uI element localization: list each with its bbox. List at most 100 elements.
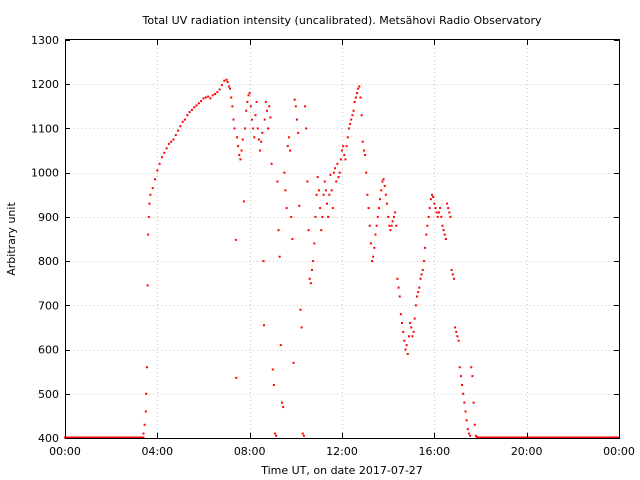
- data-point: [200, 100, 203, 103]
- data-point: [345, 145, 348, 148]
- data-point: [372, 255, 375, 258]
- data-point: [373, 246, 376, 249]
- x-tick-label: 16:00: [418, 445, 450, 458]
- data-point: [302, 434, 305, 437]
- data-point: [467, 432, 470, 435]
- data-point: [386, 202, 389, 205]
- data-point: [374, 233, 377, 236]
- data-point: [287, 136, 290, 139]
- data-point: [223, 79, 226, 82]
- data-point: [172, 138, 175, 141]
- data-point: [337, 176, 340, 179]
- data-point: [420, 273, 423, 276]
- data-point: [331, 207, 334, 210]
- data-point: [278, 255, 281, 258]
- data-point: [449, 215, 452, 218]
- data-point: [357, 87, 360, 90]
- y-tick-label: 1200: [31, 78, 59, 91]
- data-point: [231, 105, 234, 108]
- data-point: [310, 268, 313, 271]
- data-point: [305, 127, 308, 130]
- data-point: [325, 202, 328, 205]
- data-point: [476, 436, 479, 439]
- x-axis-title: Time UT, on date 2017-07-27: [260, 464, 423, 477]
- data-point: [427, 215, 430, 218]
- data-point: [277, 229, 280, 232]
- data-point: [142, 432, 145, 435]
- data-point: [322, 193, 325, 196]
- data-point: [431, 193, 434, 196]
- data-point: [193, 106, 196, 109]
- x-tick-label: 00:00: [603, 445, 635, 458]
- data-point: [309, 282, 312, 285]
- y-tick-label: 1000: [31, 167, 59, 180]
- data-point: [424, 246, 427, 249]
- data-point: [148, 202, 151, 205]
- data-point: [454, 326, 457, 329]
- data-point: [417, 291, 420, 294]
- data-point: [366, 193, 369, 196]
- x-tick-label: 12:00: [326, 445, 358, 458]
- data-point: [344, 158, 347, 161]
- data-point: [204, 96, 207, 99]
- data-point: [214, 92, 217, 95]
- data-point: [395, 224, 398, 227]
- data-point: [462, 392, 465, 395]
- data-point: [145, 392, 148, 395]
- data-point: [260, 140, 263, 143]
- data-point: [147, 233, 150, 236]
- data-point: [275, 434, 278, 437]
- data-point: [268, 105, 271, 108]
- data-point: [377, 207, 380, 210]
- data-point: [300, 326, 303, 329]
- data-point: [252, 127, 255, 130]
- data-point: [451, 273, 454, 276]
- data-point: [413, 317, 416, 320]
- data-point: [359, 96, 362, 99]
- data-point: [338, 171, 341, 174]
- data-point: [332, 171, 335, 174]
- baseline-point: [617, 436, 620, 439]
- data-point: [265, 109, 268, 112]
- data-point: [158, 162, 161, 165]
- data-point: [253, 136, 256, 139]
- y-tick-label: 500: [38, 388, 59, 401]
- data-point: [442, 229, 445, 232]
- data-point: [307, 229, 310, 232]
- data-point: [312, 260, 315, 263]
- data-point: [304, 105, 307, 108]
- data-point: [314, 215, 317, 218]
- data-point: [255, 100, 258, 103]
- data-point: [339, 158, 342, 161]
- data-point: [290, 215, 293, 218]
- data-point: [321, 215, 324, 218]
- data-point: [317, 189, 320, 192]
- data-point: [297, 131, 300, 134]
- data-point: [368, 224, 371, 227]
- data-point: [379, 198, 382, 201]
- data-point: [376, 215, 379, 218]
- data-point: [245, 109, 248, 112]
- data-point: [471, 375, 474, 378]
- data-point: [293, 98, 296, 101]
- data-point: [145, 366, 148, 369]
- data-point: [389, 229, 392, 232]
- data-point: [416, 295, 419, 298]
- data-point: [402, 330, 405, 333]
- data-point: [306, 180, 309, 183]
- data-point: [261, 131, 264, 134]
- data-point: [375, 224, 378, 227]
- data-point: [165, 147, 168, 150]
- data-point: [259, 149, 262, 152]
- data-point: [411, 335, 414, 338]
- data-point: [425, 233, 428, 236]
- data-point: [335, 180, 338, 183]
- data-point: [276, 180, 279, 183]
- data-point: [351, 114, 354, 117]
- data-point: [184, 118, 187, 121]
- data-point: [295, 118, 298, 121]
- data-point: [323, 180, 326, 183]
- data-point: [319, 207, 322, 210]
- data-point: [447, 207, 450, 210]
- data-point: [308, 277, 311, 280]
